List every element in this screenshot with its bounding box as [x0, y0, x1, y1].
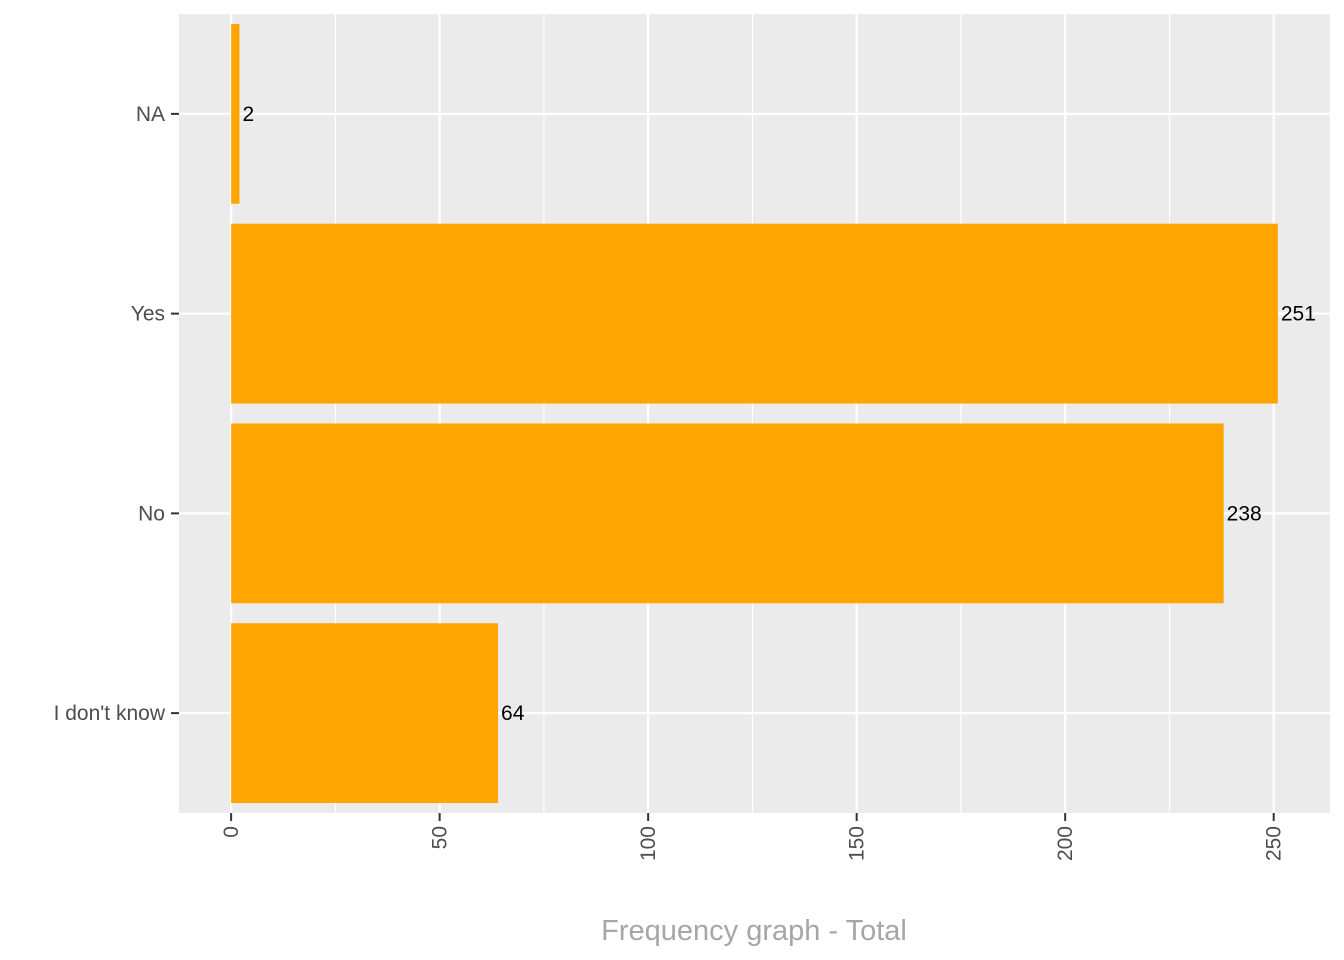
x-tick-label: 150 [846, 826, 869, 861]
x-tick-label: 250 [1263, 826, 1286, 861]
x-tick-label: 0 [220, 826, 243, 838]
x-tick-label: 100 [637, 826, 660, 861]
x-axis: 0 50 100 150 200 250 [220, 813, 1286, 861]
bar [231, 423, 1224, 604]
data-label: 251 [1281, 303, 1316, 326]
bar [231, 623, 499, 804]
data-label: 238 [1227, 502, 1262, 525]
bar [231, 23, 240, 204]
x-tick-label: 200 [1054, 826, 1077, 861]
data-labels: 64 238 251 2 [242, 103, 1315, 725]
data-label: 64 [501, 702, 525, 725]
y-tick-label: NA [136, 103, 165, 126]
x-axis-title: Frequency graph - Total [601, 915, 907, 947]
y-tick-label: No [138, 502, 165, 525]
data-label: 2 [242, 103, 254, 126]
bars [231, 23, 1278, 804]
y-tick-label: Yes [131, 303, 165, 326]
y-axis: I don't know No Yes NA [54, 103, 179, 725]
y-tick-label: I don't know [54, 702, 166, 725]
x-tick-label: 50 [429, 826, 452, 849]
bar [231, 223, 1278, 404]
